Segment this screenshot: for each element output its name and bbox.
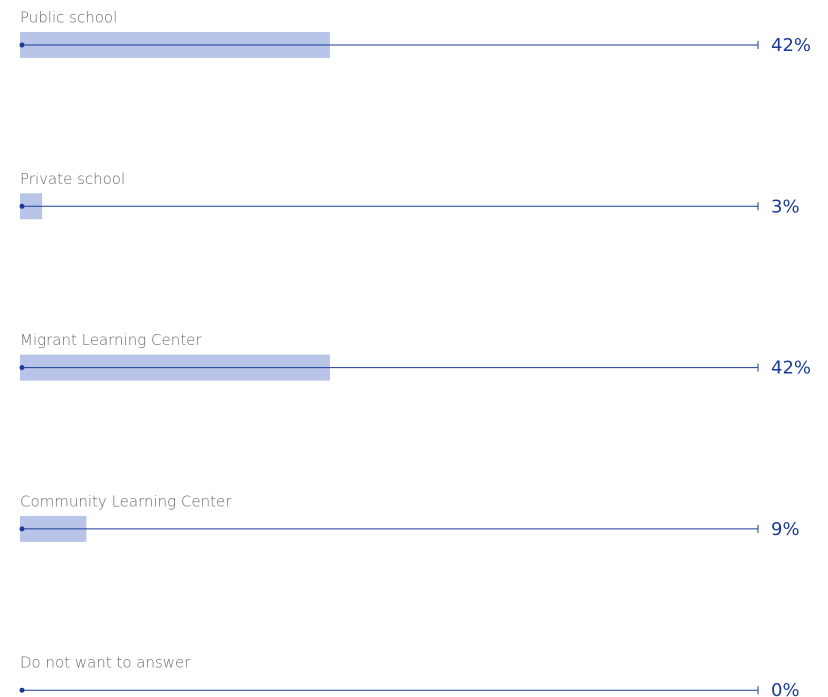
start-dot bbox=[19, 526, 25, 532]
category-label: Community Learning Center bbox=[20, 492, 232, 510]
value-label: 42% bbox=[771, 358, 811, 379]
value-label: 42% bbox=[771, 35, 811, 56]
value-label: 3% bbox=[771, 196, 800, 217]
start-dot bbox=[19, 42, 25, 48]
start-dot bbox=[19, 203, 25, 209]
start-dot bbox=[19, 687, 25, 693]
category-label: Do not want to answer bbox=[20, 654, 191, 672]
value-label: 9% bbox=[771, 519, 800, 540]
value-label: 0% bbox=[771, 680, 800, 697]
start-dot bbox=[19, 365, 25, 371]
category-label: Migrant Learning Center bbox=[20, 331, 202, 349]
category-label: Public school bbox=[20, 9, 117, 27]
category-label: Private school bbox=[20, 170, 125, 188]
